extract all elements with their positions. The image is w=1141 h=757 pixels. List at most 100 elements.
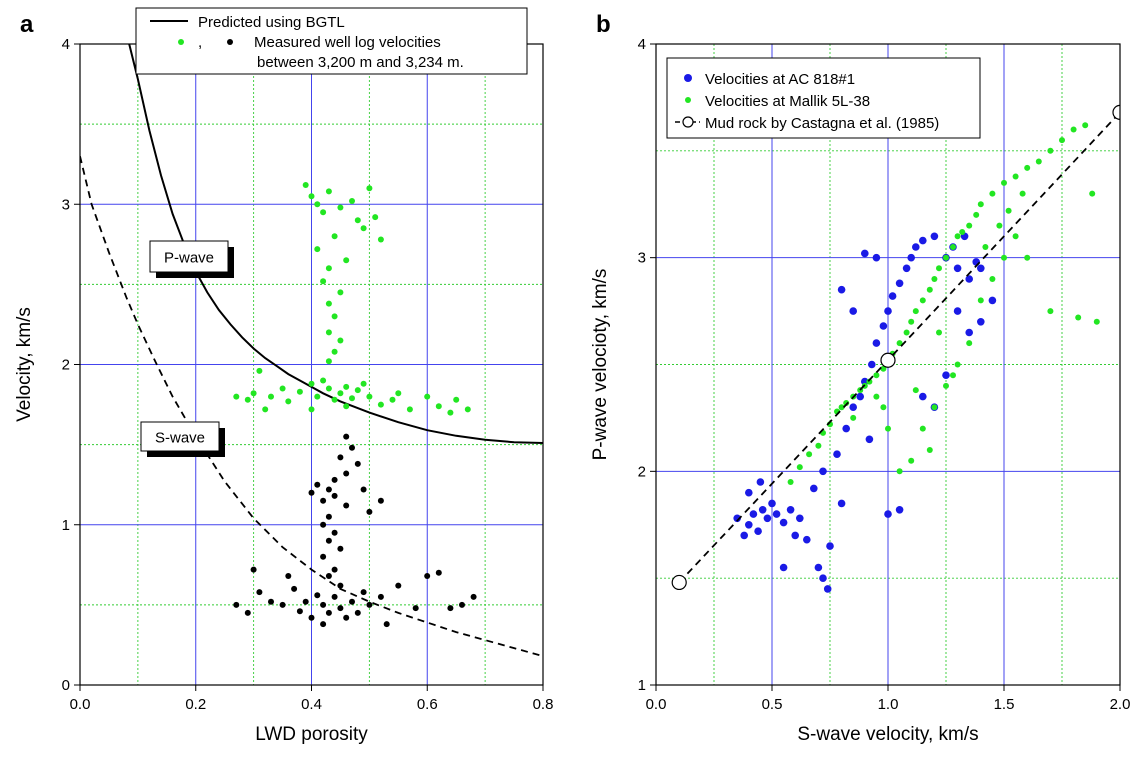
data-point xyxy=(360,225,367,232)
data-point xyxy=(843,400,850,406)
data-point xyxy=(331,593,338,600)
data-point xyxy=(412,605,419,612)
data-point xyxy=(424,573,431,579)
data-point xyxy=(343,257,350,264)
data-point xyxy=(296,608,303,615)
data-point xyxy=(868,360,876,369)
data-point xyxy=(470,593,477,600)
data-point xyxy=(331,492,338,499)
y-tick-label: 1 xyxy=(638,677,646,694)
data-point xyxy=(907,253,915,262)
data-point xyxy=(325,486,332,493)
series-line xyxy=(80,155,543,658)
y-axis-label: P-wave velocioty, km/s xyxy=(590,269,611,461)
data-point xyxy=(814,563,823,572)
data-point xyxy=(349,198,355,204)
data-point xyxy=(453,396,460,403)
data-point xyxy=(919,297,926,304)
x-tick-label: 0.4 xyxy=(301,696,322,713)
data-point xyxy=(360,589,367,596)
data-point xyxy=(325,537,332,544)
data-point xyxy=(354,609,361,616)
data-point xyxy=(873,372,880,379)
data-point xyxy=(950,244,956,250)
x-tick-label: 0.0 xyxy=(646,696,667,713)
series-line xyxy=(128,44,543,444)
data-point xyxy=(337,337,344,344)
data-point xyxy=(314,592,321,599)
data-point xyxy=(756,478,765,486)
data-point xyxy=(331,529,338,536)
data-point xyxy=(965,275,973,283)
data-point xyxy=(819,574,827,582)
data-point xyxy=(349,444,355,451)
data-point xyxy=(331,396,338,403)
y-tick-label: 1 xyxy=(62,517,70,534)
panel-a: 0.0 0.2 0.4 0.6 0.8 0 1 2 3 4 LWD porosity Velocity… xyxy=(14,7,554,745)
data-point xyxy=(872,253,881,262)
data-point xyxy=(1024,164,1031,171)
s-wave-callout: S-wave xyxy=(140,421,225,457)
data-point xyxy=(395,390,402,397)
callout-box xyxy=(149,240,229,273)
data-point xyxy=(786,506,795,514)
data-point xyxy=(406,406,413,413)
data-point xyxy=(325,329,332,336)
data-point xyxy=(343,383,350,390)
data-point xyxy=(796,514,804,523)
data-point xyxy=(942,371,950,380)
panel-letter: a xyxy=(20,11,34,38)
data-point xyxy=(285,573,292,579)
legend-label: Velocities at Mallik 5L-38 xyxy=(705,93,870,110)
data-point xyxy=(823,585,832,593)
x-axis-label: S-wave velocity, km/s xyxy=(797,724,978,745)
data-point xyxy=(880,404,887,411)
data-point xyxy=(837,499,846,508)
data-point xyxy=(919,425,926,432)
data-point xyxy=(866,378,873,385)
data-point xyxy=(1001,179,1007,186)
data-point-open-circle xyxy=(671,574,687,591)
legend-a: Predicted using BGTL, Measured well log v… xyxy=(135,7,528,75)
data-point xyxy=(320,621,327,628)
data-point xyxy=(366,601,373,608)
data-point xyxy=(435,403,442,410)
data-point xyxy=(856,392,864,401)
data-point xyxy=(279,601,286,608)
data-point xyxy=(884,510,892,518)
x-tick-label: 0.8 xyxy=(533,696,554,713)
data-point xyxy=(435,569,442,576)
data-point xyxy=(459,601,465,608)
data-point xyxy=(1082,122,1089,129)
data-point xyxy=(331,348,338,355)
data-point xyxy=(308,380,315,387)
data-point xyxy=(320,553,327,560)
data-point xyxy=(806,451,813,458)
data-point xyxy=(810,484,818,493)
data-point xyxy=(885,425,891,432)
data-point xyxy=(758,506,767,514)
legend-label: Measured well log velocities xyxy=(254,34,441,51)
data-point xyxy=(349,598,355,605)
data-point xyxy=(320,601,327,608)
data-point xyxy=(930,232,939,241)
legend-label: Mud rock by Castagna et al. (1985) xyxy=(705,115,939,132)
data-point xyxy=(838,404,845,411)
x-tick-label: 2.0 xyxy=(1110,696,1131,713)
data-point xyxy=(895,279,904,288)
legend-green-dot xyxy=(178,39,184,45)
data-point xyxy=(872,339,881,347)
data-point xyxy=(768,499,776,508)
data-point xyxy=(268,393,274,400)
data-point xyxy=(989,276,996,282)
y-axis-label: Velocity, km/s xyxy=(14,307,35,422)
data-point xyxy=(1047,308,1054,315)
data-point xyxy=(1024,254,1031,261)
data-point xyxy=(908,318,915,325)
data-point xyxy=(740,531,748,540)
data-point xyxy=(826,542,834,550)
data-point xyxy=(354,460,361,467)
data-point xyxy=(377,497,384,504)
data-point xyxy=(343,433,350,440)
data-point xyxy=(337,454,344,461)
